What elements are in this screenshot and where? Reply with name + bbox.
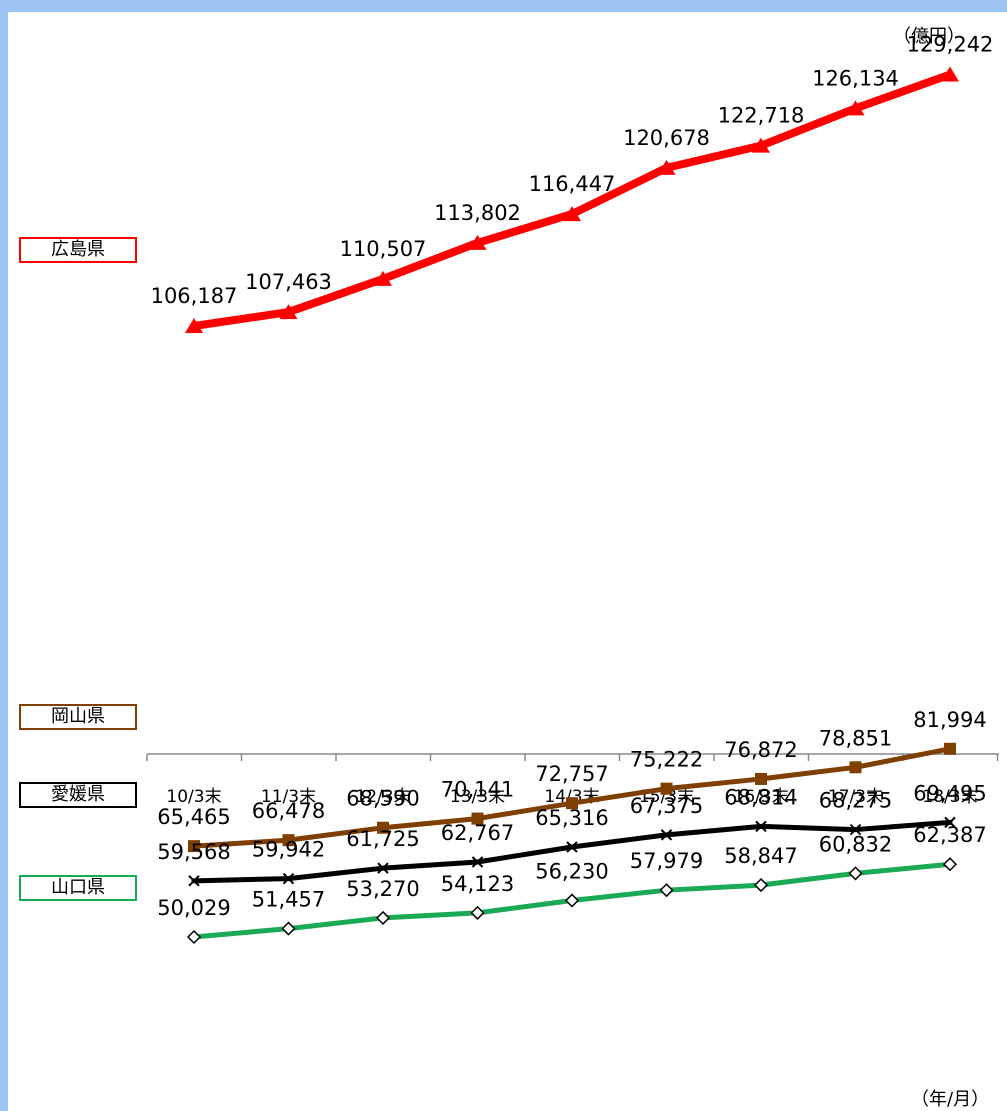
data-point: [468, 234, 487, 250]
data-point: [849, 823, 862, 836]
data-label: 56,230: [535, 859, 608, 883]
data-point: [470, 905, 485, 920]
data-label: 81,994: [913, 708, 986, 732]
data-point: [944, 742, 956, 755]
x-tick-label: 18/3末: [922, 787, 977, 807]
data-point: [471, 856, 484, 868]
data-label: 122,718: [718, 104, 805, 128]
data-point: [186, 929, 202, 945]
data-label: 69,495: [913, 781, 986, 805]
data-point: [944, 816, 956, 829]
data-point: [188, 875, 200, 887]
data-label: 70,141: [441, 778, 514, 802]
y-unit-label: （億円）: [893, 26, 965, 47]
data-point: [753, 878, 769, 893]
data-label: 51,457: [252, 888, 325, 912]
data-label: 59,942: [252, 838, 325, 862]
data-point: [660, 782, 673, 795]
data-point: [375, 910, 391, 925]
data-label: 54,123: [441, 872, 514, 896]
data-point: [282, 872, 295, 885]
chart-frame: 10/3末 11/3末 12/3末 13/3末 14/3末 15/3末 16/3末 17/3末…: [8, 12, 1007, 1111]
data-label: 116,447: [529, 172, 616, 196]
data-label: 120,678: [623, 126, 710, 150]
data-label: 72,757: [535, 762, 608, 786]
data-point: [566, 797, 578, 810]
data-label: 76,872: [724, 738, 797, 762]
data-label: 75,222: [630, 748, 703, 772]
line-chart: 10/3末 11/3末 12/3末 13/3末 14/3末 15/3末 16/3末 17/3末…: [146, 32, 999, 945]
data-label: 129,242: [907, 32, 994, 56]
data-point: [941, 66, 959, 82]
legend-yamaguchi: 山口県: [19, 875, 137, 901]
data-point: [377, 821, 389, 834]
data-point: [185, 318, 203, 333]
data-point: [281, 921, 296, 936]
data-point: [942, 857, 958, 872]
data-point: [752, 137, 770, 153]
data-label: 59,568: [157, 840, 230, 864]
data-label: 65,316: [535, 806, 608, 830]
data-point: [563, 206, 581, 222]
data-point: [848, 866, 863, 881]
data-label: 113,802: [434, 201, 521, 225]
data-point: [377, 862, 389, 874]
data-point: [849, 761, 862, 774]
legend-hiroshima: 広島県: [19, 237, 137, 263]
data-label: 50,029: [157, 896, 230, 920]
data-label: 110,507: [340, 237, 427, 261]
data-point: [471, 812, 484, 825]
data-label: 68,814: [724, 785, 797, 809]
x-tick-label: 16/3末: [733, 787, 788, 807]
data-point: [846, 100, 865, 116]
data-label: 107,463: [245, 270, 332, 294]
data-label: 126,134: [812, 66, 899, 90]
data-point: [659, 883, 674, 898]
data-label: 58,847: [724, 844, 797, 868]
x-tick-label: 12/3末: [355, 787, 410, 807]
data-point: [755, 820, 767, 833]
data-label: 68,275: [819, 789, 892, 813]
data-label: 62,767: [441, 821, 514, 845]
data-point: [188, 840, 200, 853]
data-label: 106,187: [151, 284, 238, 308]
legend-ehime: 愛媛県: [19, 782, 137, 808]
data-label: 65,465: [157, 805, 230, 829]
x-unit-label: （年/月）: [911, 1089, 990, 1110]
x-tick-label: 13/3末: [450, 787, 505, 807]
data-label: 57,979: [630, 849, 703, 873]
data-label: 62,387: [913, 823, 986, 847]
x-tick-label: 11/3末: [261, 787, 316, 807]
data-point: [566, 841, 578, 853]
data-label: 66,478: [252, 799, 325, 823]
data-label: 53,270: [346, 877, 419, 901]
data-label: 60,832: [819, 832, 892, 856]
data-point: [374, 270, 392, 286]
legend-okayama: 岡山県: [19, 704, 137, 730]
data-label: 67,375: [630, 794, 703, 818]
x-tick-label: 17/3末: [828, 787, 883, 807]
x-tick-label: 10/3末: [166, 787, 221, 807]
data-label: 78,851: [819, 726, 892, 750]
data-label: 68,590: [346, 787, 419, 811]
data-point: [564, 893, 580, 908]
data-point: [279, 304, 298, 320]
data-point: [282, 834, 295, 847]
data-point: [660, 829, 673, 841]
data-point: [755, 772, 767, 785]
data-point: [657, 159, 676, 175]
data-label: 61,725: [346, 827, 419, 851]
